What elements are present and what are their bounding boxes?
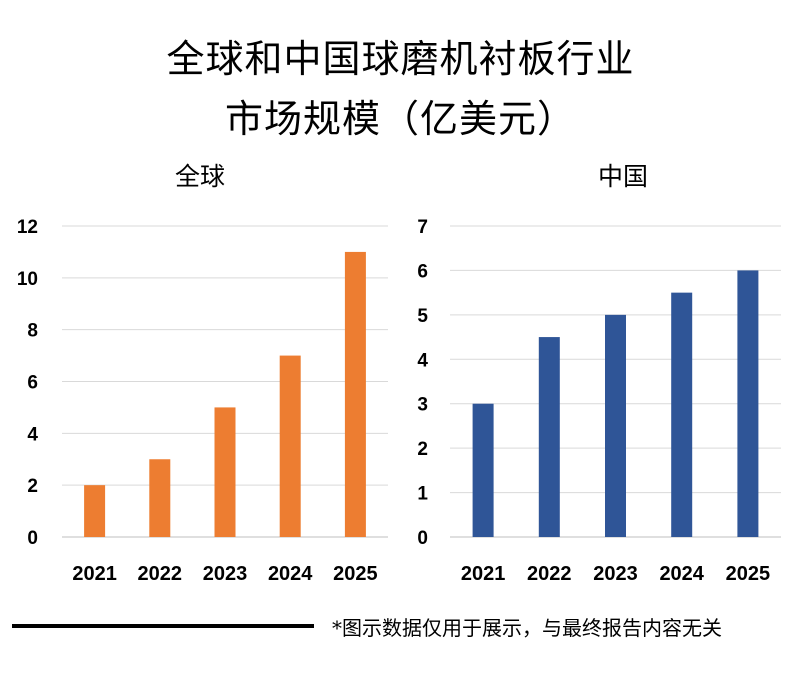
global-x-category-label: 2024 [268,563,313,585]
global-bar-2025 [344,251,366,537]
china-bar-2024 [671,292,693,537]
china-bar-2022 [538,337,560,537]
china-y-tick-label: 1 [417,484,428,505]
china-y-tick-label: 3 [417,395,428,416]
china-y-tick-label: 6 [417,261,428,282]
chart-title-line2: 市场规模（亿美元） [224,97,576,141]
china-y-tick-label: 7 [417,217,428,238]
china-bar-2021 [472,403,494,537]
global-bar-2023 [214,407,236,537]
china-bar-2023 [605,314,626,537]
global-x-category-label: 2023 [203,563,248,585]
global-x-category-label: 2025 [333,563,378,585]
chart-title-line1: 全球和中国球磨机衬板行业 [166,37,635,81]
china-y-tick-label: 2 [417,439,428,460]
china-bar-2025 [737,270,759,537]
china-x-category-label: 2023 [593,563,638,585]
global-y-tick-label: 10 [17,269,38,290]
global-bar-2024 [279,355,301,537]
global-y-tick-label: 0 [27,528,38,549]
global-x-category-label: 2021 [72,563,117,585]
global-x-category-label: 2022 [138,563,183,585]
global-y-tick-label: 12 [17,217,38,238]
china-x-category-label: 2022 [527,563,572,585]
global-bar-2022 [149,459,171,537]
china-y-tick-label: 0 [417,528,428,549]
china-bar-chart: 0 1 2 3 4 5 6 7 2021 2022 2023 2024 2025 [417,217,781,585]
china-chart-title: 中国 [597,162,648,191]
china-x-category-label: 2024 [659,563,704,585]
china-x-category-label: 2025 [726,563,771,585]
global-y-tick-label: 8 [27,321,38,342]
china-y-tick-label: 5 [417,306,428,327]
global-chart-title: 全球 [174,162,225,191]
china-x-category-label: 2021 [461,563,506,585]
global-y-tick-label: 6 [27,373,38,394]
global-bar-2021 [84,485,106,537]
global-bar-chart: 0 2 4 6 8 10 12 2021 2022 2023 2024 2025 [17,217,388,585]
global-y-tick-label: 4 [27,424,38,445]
footer-note: *图示数据仅用于展示，与最终报告内容无关 [332,616,722,640]
footer-divider [12,624,314,628]
global-y-tick-label: 2 [27,476,38,497]
china-y-tick-label: 4 [417,350,428,371]
